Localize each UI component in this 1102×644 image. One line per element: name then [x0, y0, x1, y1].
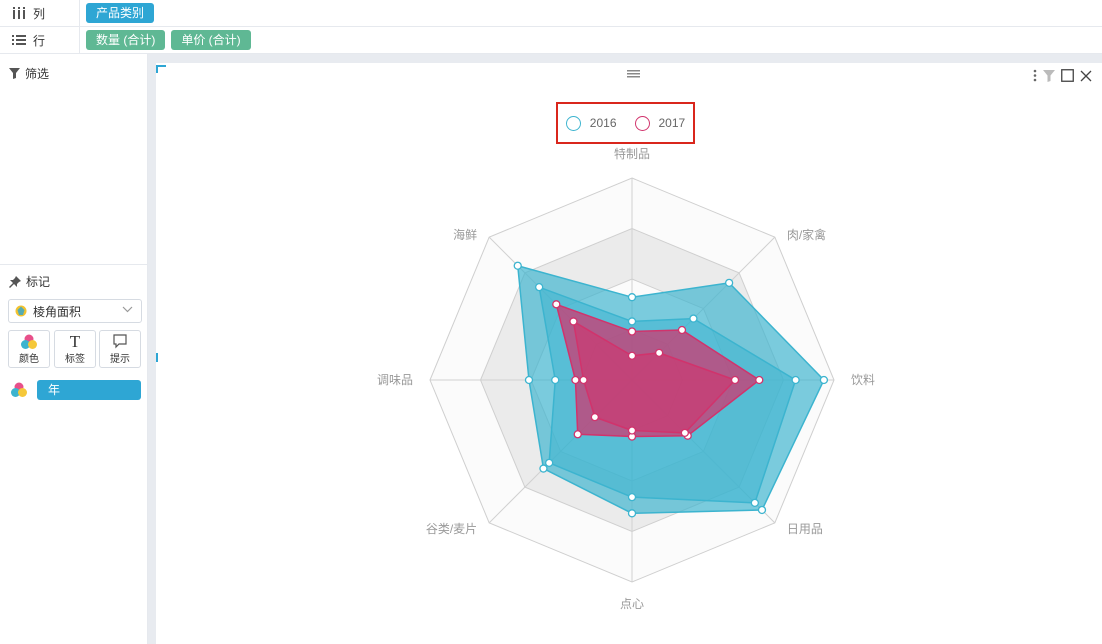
columns-icon	[12, 7, 28, 19]
radar-point-2016-outer	[539, 464, 548, 473]
mark-type-icon	[15, 305, 27, 317]
tooltip-icon	[100, 333, 140, 349]
text-icon: T	[69, 332, 81, 351]
radar-point-2017-outer	[755, 375, 764, 385]
label-button-label: 标签	[65, 354, 85, 365]
radar-point-2016-inner	[551, 375, 560, 385]
rows-label: 行	[33, 33, 46, 48]
legend-marker-2017	[634, 115, 650, 131]
tooltip-button[interactable]: 提示	[99, 330, 141, 368]
radar-point-2017-outer	[571, 375, 580, 385]
radar-point-2017-outer	[677, 325, 687, 335]
category-label: 点心	[620, 597, 644, 611]
rows-shelf: 行 数量 (合计) 单价 (合计)	[0, 27, 1102, 54]
resize-corner-edge	[156, 65, 158, 73]
funnel-icon[interactable]	[1043, 69, 1055, 82]
tooltip-button-label: 提示	[110, 354, 130, 365]
mark-type-select[interactable]: 棱角面积	[8, 299, 142, 323]
radar-point-2016-outer	[757, 505, 767, 515]
marks-section-title: 标记	[9, 273, 50, 290]
radar-point-2017-inner	[569, 317, 578, 326]
label-button[interactable]: T 标签	[54, 330, 96, 368]
radar-point-2017-outer	[627, 327, 637, 336]
chart-container: 2016 2017 特制品肉/家禽饮料日用品点心 谷类/麦片 调味品 海鲜	[156, 63, 1102, 644]
rows-icon	[12, 34, 28, 46]
maximize-icon[interactable]	[1061, 69, 1074, 82]
canvas-top-strip	[148, 54, 1102, 63]
legend-item-2017[interactable]: 2017	[634, 115, 686, 131]
legend-marker-2016	[565, 115, 581, 131]
rows-pill-price[interactable]: 单价 (合计)	[171, 30, 251, 50]
radar-point-2017-outer	[552, 300, 561, 309]
category-label: 日用品	[787, 522, 823, 536]
legend-label-2016: 2016	[589, 116, 617, 130]
radar-point-2016-inner	[545, 458, 554, 467]
year-field-pill[interactable]: 年	[37, 380, 141, 400]
radar-point-2017-inner	[680, 428, 689, 437]
radar-point-2017-inner	[627, 426, 637, 435]
radar-point-2017-inner	[579, 375, 588, 385]
chart-toolbar	[1033, 69, 1092, 82]
chart-legend: 2016 2017	[556, 102, 695, 144]
color-field-icon	[10, 381, 28, 399]
category-label: 肉/家禽	[787, 227, 826, 242]
radar-point-2016-outer	[524, 375, 534, 385]
category-label: 饮料	[851, 373, 875, 387]
radar-point-2017-outer	[573, 430, 582, 439]
radar-point-2016-outer	[627, 293, 637, 302]
columns-shelf-label: 列	[0, 0, 80, 26]
radar-point-2016-inner	[750, 498, 759, 507]
more-icon[interactable]	[1033, 69, 1037, 82]
filter-title: 筛选	[25, 67, 50, 81]
columns-label: 列	[33, 6, 46, 21]
canvas-left-strip	[148, 54, 156, 644]
radar-point-2016-inner	[627, 317, 637, 326]
chevron-down-icon	[122, 304, 133, 318]
filter-section-title: 筛选	[9, 65, 49, 82]
radar-point-2016-outer	[627, 509, 637, 518]
category-label: 谷类/麦片	[426, 522, 477, 536]
radar-point-2016-outer	[724, 278, 734, 288]
drag-handle-icon[interactable]	[627, 67, 640, 81]
color-icon	[9, 333, 49, 351]
color-button[interactable]: 颜色	[8, 330, 50, 368]
radar-point-2016-inner	[627, 493, 637, 502]
legend-label-2017: 2017	[658, 116, 686, 130]
radar-point-2017-inner	[627, 351, 637, 360]
resize-side-handle[interactable]	[156, 353, 158, 362]
radar-point-2016-inner	[791, 375, 800, 385]
resize-corner[interactable]	[156, 65, 166, 67]
filter-icon	[9, 68, 20, 79]
category-label: 调味品	[377, 373, 413, 387]
rows-shelf-label: 行	[0, 27, 80, 53]
color-button-label: 颜色	[19, 354, 39, 365]
rows-pill-quantity[interactable]: 数量 (合计)	[86, 30, 166, 50]
radar-point-2017-inner	[654, 348, 664, 358]
columns-pill-category[interactable]: 产品类别	[86, 3, 155, 23]
columns-shelf: 列 产品类别	[0, 0, 1102, 27]
radar-point-2016-outer	[513, 261, 522, 270]
radar-point-2017-inner	[730, 375, 740, 385]
radar-point-2016-inner	[689, 314, 698, 323]
category-label: 海鲜	[453, 227, 477, 242]
panel-divider	[0, 264, 148, 265]
radar-point-2017-inner	[590, 412, 600, 422]
category-label: 特制品	[614, 146, 650, 161]
mark-type-label: 棱角面积	[33, 304, 82, 319]
pin-icon	[9, 275, 21, 288]
marks-title: 标记	[26, 275, 51, 289]
radar-point-2016-inner	[535, 283, 544, 292]
legend-item-2016[interactable]: 2016	[565, 115, 617, 131]
radar-point-2016-outer	[819, 375, 829, 385]
color-field-row: 年	[8, 380, 142, 400]
close-icon[interactable]	[1080, 70, 1092, 82]
